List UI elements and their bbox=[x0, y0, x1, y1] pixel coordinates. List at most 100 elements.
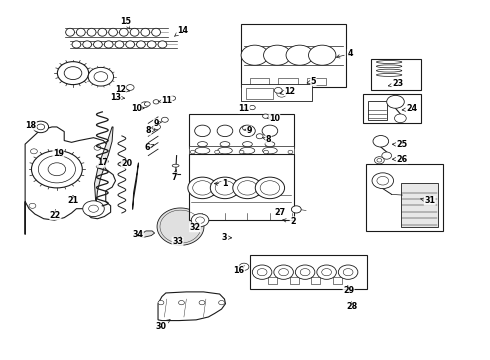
Circle shape bbox=[178, 301, 184, 305]
Circle shape bbox=[191, 214, 209, 226]
Bar bbox=[269, 277, 277, 284]
Ellipse shape bbox=[152, 28, 160, 36]
Ellipse shape bbox=[263, 147, 277, 154]
Circle shape bbox=[233, 177, 262, 199]
PathPatch shape bbox=[25, 127, 116, 234]
Circle shape bbox=[263, 114, 269, 118]
Ellipse shape bbox=[376, 65, 402, 68]
Text: 33: 33 bbox=[172, 237, 183, 246]
Bar bbox=[189, 114, 294, 148]
Circle shape bbox=[88, 67, 114, 86]
Text: 11: 11 bbox=[239, 104, 249, 113]
Circle shape bbox=[126, 85, 134, 90]
Circle shape bbox=[89, 205, 98, 212]
Bar bbox=[250, 78, 270, 85]
Ellipse shape bbox=[376, 60, 402, 63]
Circle shape bbox=[256, 134, 263, 139]
Bar bbox=[312, 277, 320, 284]
Ellipse shape bbox=[195, 147, 210, 154]
Circle shape bbox=[37, 124, 45, 130]
Ellipse shape bbox=[94, 41, 102, 48]
Bar bbox=[371, 59, 421, 90]
Ellipse shape bbox=[104, 41, 113, 48]
Ellipse shape bbox=[115, 41, 124, 48]
Text: 26: 26 bbox=[392, 155, 408, 164]
Circle shape bbox=[300, 269, 310, 276]
Circle shape bbox=[243, 126, 249, 131]
Text: 3: 3 bbox=[222, 233, 232, 242]
Ellipse shape bbox=[87, 28, 96, 36]
Circle shape bbox=[343, 269, 353, 276]
Circle shape bbox=[170, 96, 175, 100]
Circle shape bbox=[382, 152, 392, 159]
Ellipse shape bbox=[262, 125, 278, 136]
Circle shape bbox=[153, 100, 159, 104]
Ellipse shape bbox=[172, 164, 179, 167]
Polygon shape bbox=[95, 127, 113, 206]
Text: 20: 20 bbox=[121, 159, 132, 168]
Circle shape bbox=[249, 105, 255, 110]
Circle shape bbox=[57, 62, 89, 85]
Circle shape bbox=[219, 301, 224, 305]
Circle shape bbox=[161, 117, 168, 122]
Circle shape bbox=[190, 150, 195, 154]
Text: 7: 7 bbox=[172, 170, 177, 182]
Text: 23: 23 bbox=[389, 80, 403, 89]
Text: 5: 5 bbox=[307, 77, 316, 86]
Text: 28: 28 bbox=[346, 301, 357, 311]
Text: 8: 8 bbox=[146, 126, 155, 135]
Circle shape bbox=[252, 265, 272, 279]
Circle shape bbox=[274, 265, 294, 279]
Circle shape bbox=[158, 301, 164, 305]
Circle shape bbox=[154, 125, 160, 130]
Ellipse shape bbox=[130, 28, 139, 36]
Circle shape bbox=[373, 135, 389, 147]
Bar bbox=[368, 101, 387, 120]
Circle shape bbox=[264, 45, 291, 65]
Bar bbox=[246, 88, 273, 99]
Circle shape bbox=[210, 177, 240, 199]
Ellipse shape bbox=[66, 28, 74, 36]
Text: 30: 30 bbox=[155, 320, 170, 331]
Circle shape bbox=[38, 156, 75, 183]
Bar bbox=[366, 163, 443, 231]
Ellipse shape bbox=[83, 41, 92, 48]
Text: 24: 24 bbox=[402, 104, 417, 113]
Ellipse shape bbox=[240, 125, 255, 136]
Text: 22: 22 bbox=[50, 210, 61, 220]
Text: 1: 1 bbox=[214, 179, 227, 188]
Bar bbox=[363, 94, 421, 123]
Bar bbox=[401, 183, 438, 227]
Ellipse shape bbox=[126, 41, 135, 48]
Circle shape bbox=[64, 67, 82, 80]
Circle shape bbox=[394, 114, 406, 123]
Text: 27: 27 bbox=[274, 208, 286, 217]
Text: 9: 9 bbox=[245, 126, 252, 135]
Ellipse shape bbox=[376, 73, 402, 76]
Ellipse shape bbox=[376, 69, 402, 72]
Circle shape bbox=[239, 150, 244, 154]
Circle shape bbox=[141, 102, 149, 108]
Bar bbox=[189, 154, 294, 220]
Circle shape bbox=[387, 95, 404, 108]
Ellipse shape bbox=[137, 41, 146, 48]
Circle shape bbox=[292, 206, 301, 213]
Circle shape bbox=[193, 181, 212, 195]
Text: 6: 6 bbox=[145, 143, 154, 152]
Text: 14: 14 bbox=[174, 26, 188, 36]
Text: 10: 10 bbox=[268, 114, 280, 123]
Circle shape bbox=[374, 157, 384, 164]
Bar bbox=[241, 24, 346, 87]
Text: 4: 4 bbox=[337, 49, 353, 58]
Circle shape bbox=[288, 150, 293, 154]
Bar bbox=[189, 146, 294, 155]
Ellipse shape bbox=[217, 125, 233, 136]
Ellipse shape bbox=[195, 125, 210, 136]
Bar bbox=[278, 78, 298, 85]
Ellipse shape bbox=[218, 147, 232, 154]
Circle shape bbox=[215, 150, 220, 154]
Circle shape bbox=[33, 121, 49, 133]
Ellipse shape bbox=[197, 141, 207, 147]
Circle shape bbox=[279, 269, 289, 276]
Circle shape bbox=[215, 181, 235, 195]
